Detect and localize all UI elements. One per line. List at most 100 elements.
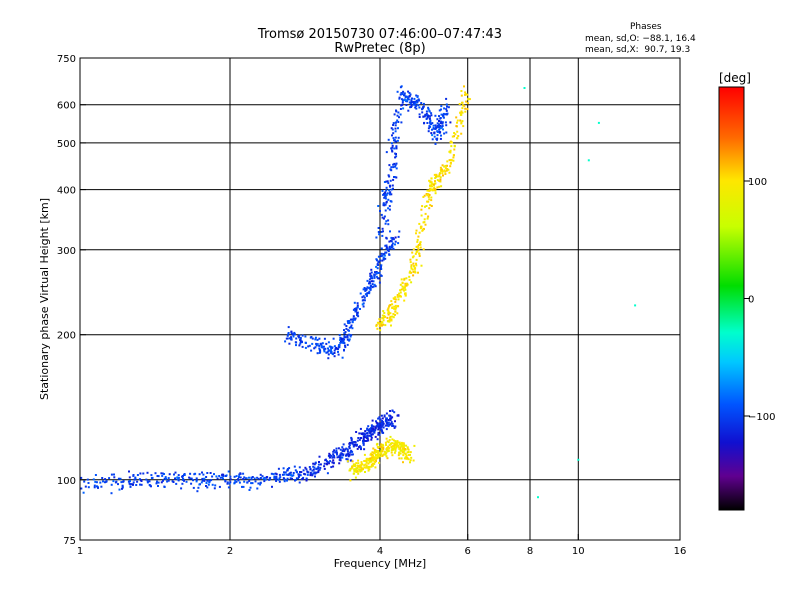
data-point [391,438,394,441]
data-point [406,447,409,450]
data-point [248,476,250,479]
data-point [385,443,387,446]
data-point [355,462,358,465]
data-point [339,458,341,461]
data-point [371,277,374,280]
data-point [348,338,351,341]
data-point [84,485,87,488]
data-point [211,483,214,486]
data-point [394,296,397,299]
data-point [460,132,463,135]
data-point [302,476,305,479]
data-point [382,258,385,261]
data-point [410,267,413,270]
data-point [366,279,369,282]
data-point [382,256,385,259]
data-point [409,93,412,96]
data-point [182,478,185,481]
data-point [329,456,331,459]
data-point [364,471,366,473]
data-point [283,473,286,476]
data-point [427,106,430,109]
data-point [354,317,357,320]
data-point [428,179,431,182]
data-point [154,472,157,475]
data-point [383,253,386,256]
data-point [392,187,394,190]
data-point [343,342,346,345]
data-point [449,121,452,124]
data-point [412,459,415,462]
data-point [387,445,390,448]
data-point [380,247,383,250]
data-point [389,417,392,420]
data-point [390,319,393,322]
data-point [286,334,289,337]
data-point [359,465,362,468]
grid-lines [80,58,680,540]
data-point [399,452,402,455]
data-point [297,473,300,476]
data-point [442,128,444,131]
data-point [430,205,433,207]
data-point [160,481,163,484]
data-point [221,473,224,476]
data-point [368,466,371,468]
data-point [420,264,423,267]
data-point [411,251,414,254]
data-point [429,185,432,188]
data-point [392,178,395,181]
data-point [364,430,367,433]
data-point [390,193,393,196]
data-point [409,102,412,105]
data-point [368,278,371,281]
data-point [426,200,429,203]
data-point [234,479,237,482]
data-point [332,459,335,462]
data-point [452,159,455,162]
data-point [406,446,409,449]
data-point [383,254,386,257]
data-point [577,458,580,461]
data-point [93,484,96,487]
data-point [523,87,526,89]
data-point [402,446,405,448]
data-point [238,481,241,484]
data-point [387,307,390,310]
data-point [407,451,410,453]
data-point [350,449,353,452]
data-point [438,115,440,118]
data-point [449,149,452,152]
data-point [434,182,437,185]
data-point [429,180,432,183]
data-point [121,485,124,488]
data-point [339,453,342,456]
data-point [363,466,366,469]
data-point [460,110,463,113]
data-point [430,196,433,199]
data-point [418,99,421,102]
data-point [351,453,354,456]
data-point [87,482,90,484]
data-point [155,482,158,485]
data-point [317,463,320,466]
data-point [399,86,402,89]
data-point [245,477,248,480]
data-point [403,452,406,455]
data-point [392,247,395,250]
data-point [404,283,407,286]
data-point [333,352,336,354]
data-point [206,472,209,474]
data-point [442,116,445,119]
data-point [171,480,174,483]
data-point [198,483,201,486]
data-point [400,93,403,95]
data-point [318,347,321,350]
data-point [435,138,438,140]
data-point [369,272,372,275]
data-point [416,250,419,253]
data-point [382,448,385,451]
data-point [409,258,412,261]
data-point [428,189,431,192]
data-point [385,428,388,431]
